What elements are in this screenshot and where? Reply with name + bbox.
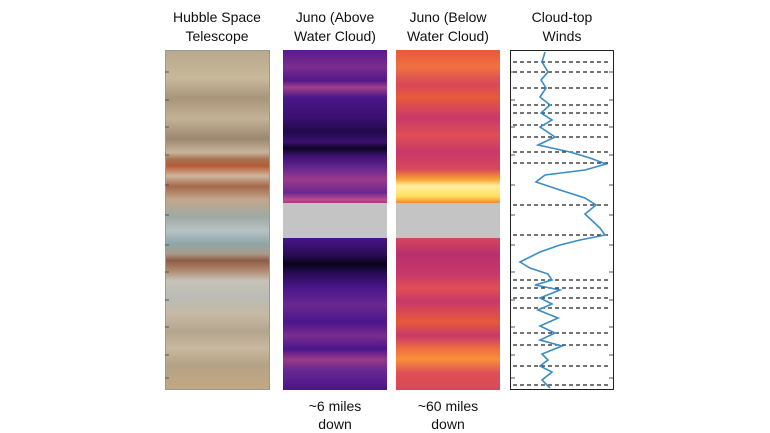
no-data-band	[396, 203, 500, 238]
title-line: Hubble Space	[173, 9, 261, 25]
depth-line: ~6 miles	[308, 398, 362, 414]
title-line: Cloud-top	[531, 9, 593, 25]
title-line: Winds	[542, 28, 582, 44]
panel-title: Hubble Space Telescope	[152, 8, 282, 46]
title-line: Water Cloud)	[294, 28, 376, 44]
belt-boundaries	[513, 61, 611, 386]
depth-line: down	[431, 416, 465, 432]
title-line: Telescope	[185, 28, 249, 44]
panel-title: Juno (Above Water Cloud)	[270, 8, 400, 46]
wind-profile	[518, 51, 609, 389]
winds-ticks	[511, 71, 613, 379]
depth-label: ~6 miles down	[280, 397, 390, 433]
winds-frame	[510, 50, 614, 390]
juno-above-map	[283, 50, 387, 390]
juno-below-map	[396, 50, 500, 390]
panel-title: Juno (Below Water Cloud)	[383, 8, 513, 46]
hubble-image	[165, 50, 270, 390]
hubble-ticks	[165, 71, 169, 379]
title-line: Water Cloud)	[407, 28, 489, 44]
depth-line: down	[318, 416, 352, 432]
depth-label: ~60 miles down	[393, 397, 503, 433]
title-line: Juno (Above	[295, 9, 375, 25]
depth-line: ~60 miles	[417, 398, 479, 414]
title-line: Juno (Below	[409, 9, 487, 25]
no-data-band	[283, 203, 387, 238]
panel-title: Cloud-top Winds	[497, 8, 627, 46]
